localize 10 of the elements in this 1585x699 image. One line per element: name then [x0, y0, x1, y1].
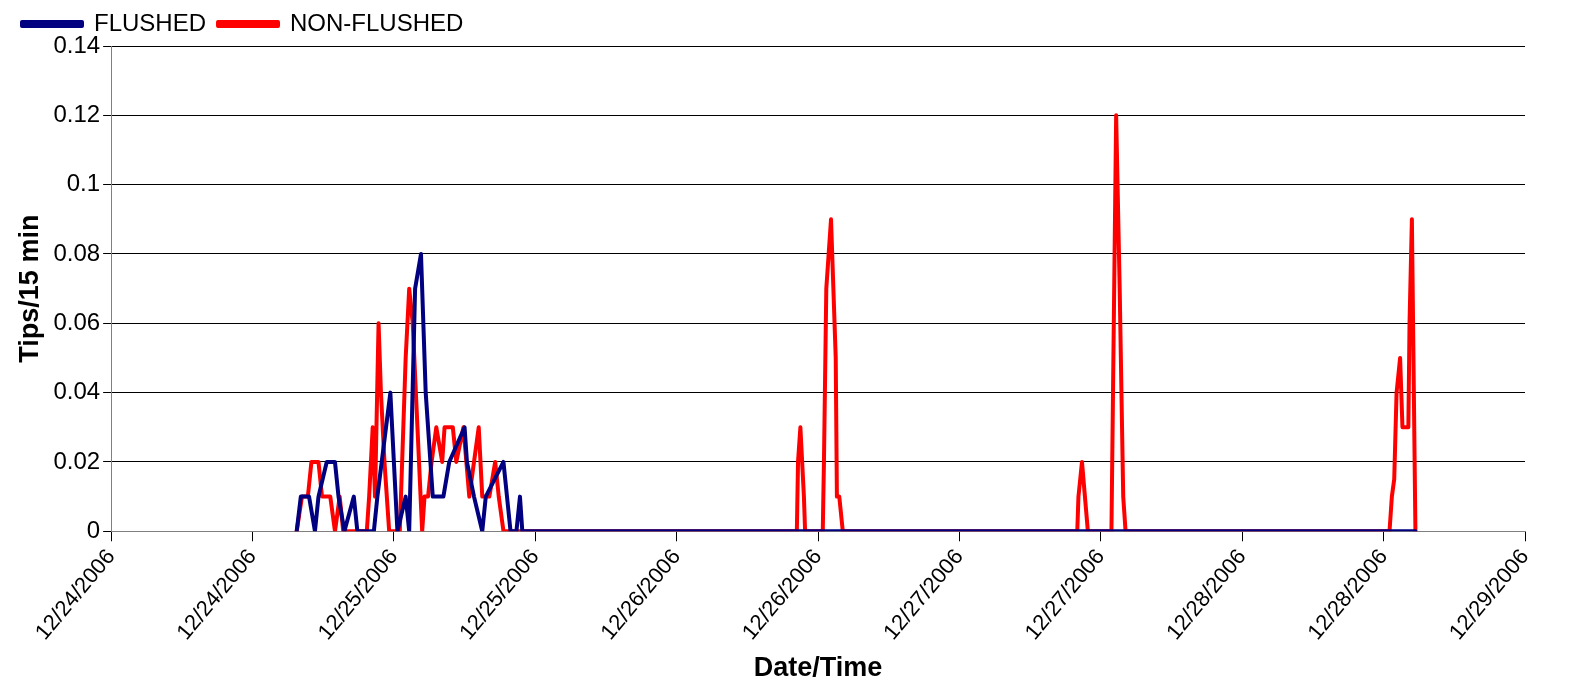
y-tick-label: 0.08 — [53, 238, 101, 266]
y-tick-label: 0.06 — [53, 307, 101, 335]
legend-label: NON-FLUSHED — [290, 8, 464, 36]
x-axis-title: Date/Time — [753, 652, 883, 683]
y-tick-label: 0.12 — [53, 99, 101, 127]
y-tick-label: 0.02 — [53, 446, 101, 474]
y-axis-title: Tips/15 min — [13, 214, 44, 363]
y-tick-label: 0.1 — [66, 169, 101, 197]
y-tick-label: 0.04 — [53, 377, 101, 405]
y-tick-label: 0 — [86, 515, 101, 543]
